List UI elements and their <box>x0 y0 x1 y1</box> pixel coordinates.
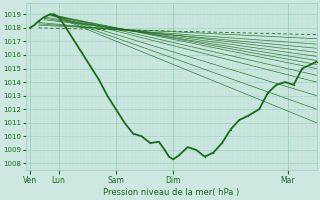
X-axis label: Pression niveau de la mer( hPa ): Pression niveau de la mer( hPa ) <box>103 188 239 197</box>
